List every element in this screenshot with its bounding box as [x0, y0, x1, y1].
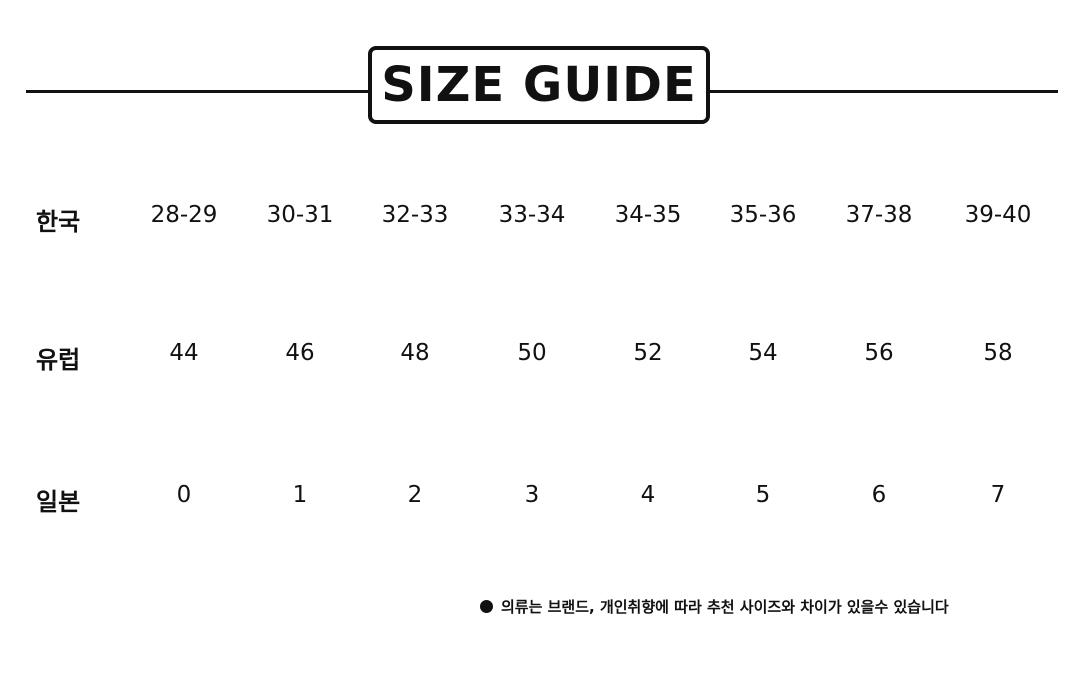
size-cell: 52 — [633, 340, 663, 366]
size-cell: 6 — [871, 482, 887, 508]
size-cell: 54 — [748, 340, 778, 366]
size-cell: 28-29 — [150, 202, 218, 228]
size-cell: 1 — [292, 482, 308, 508]
row-label: 유럽 — [36, 346, 81, 374]
size-row: 일본 0 1 2 3 4 5 6 7 — [0, 476, 1080, 516]
row-label: 일본 — [36, 488, 81, 516]
size-cell: 56 — [864, 340, 894, 366]
title-rule-left — [26, 90, 368, 93]
size-cell: 46 — [285, 340, 315, 366]
size-cell: 3 — [524, 482, 540, 508]
bullet-icon — [480, 600, 493, 613]
size-cell: 35-36 — [729, 202, 797, 228]
size-cell: 34-35 — [614, 202, 682, 228]
size-cell: 44 — [169, 340, 199, 366]
footnote-text: 의류는 브랜드, 개인취향에 따라 추천 사이즈와 차이가 있을수 있습니다 — [501, 598, 949, 616]
page-title: SIZE GUIDE — [368, 46, 710, 124]
size-cell: 33-34 — [498, 202, 566, 228]
row-label: 한국 — [36, 208, 81, 236]
size-row: 한국 28-29 30-31 32-33 33-34 34-35 35-36 37-38 39-… — [0, 196, 1080, 236]
footnote: 의류는 브랜드, 개인취향에 따라 추천 사이즈와 차이가 있을수 있습니다 — [480, 596, 949, 617]
size-cell: 30-31 — [266, 202, 334, 228]
size-cell: 50 — [517, 340, 547, 366]
title-rule-right — [710, 90, 1058, 93]
size-cell: 5 — [755, 482, 771, 508]
size-cell: 48 — [400, 340, 430, 366]
size-cell: 2 — [407, 482, 423, 508]
size-cell: 39-40 — [964, 202, 1032, 228]
size-cell: 58 — [983, 340, 1013, 366]
size-row: 유럽 44 46 48 50 52 54 56 58 — [0, 334, 1080, 374]
size-cell: 4 — [640, 482, 656, 508]
size-cell: 0 — [176, 482, 192, 508]
size-cell: 7 — [990, 482, 1006, 508]
size-cell: 32-33 — [381, 202, 449, 228]
size-cell: 37-38 — [845, 202, 913, 228]
